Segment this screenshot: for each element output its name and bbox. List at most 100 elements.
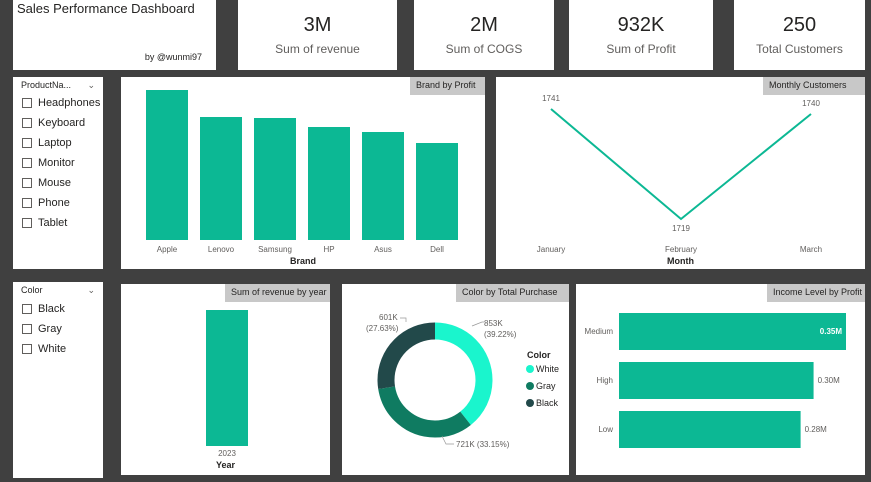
monthly-customers-chart[interactable]: Monthly Customers 1741 January 1719 Februar… bbox=[496, 77, 865, 269]
kpi-value: 2M bbox=[470, 14, 498, 36]
color-by-purchase-chart[interactable]: Color by Total Purchase 853K (39.22%) 721K… bbox=[342, 284, 569, 475]
checkbox[interactable] bbox=[22, 118, 32, 128]
monthly-line-chart: 1741 January 1719 February 1740 March bbox=[537, 94, 822, 254]
kpi-card-cogs[interactable]: 2M Sum of COGS bbox=[414, 0, 554, 70]
kpi-value: 3M bbox=[303, 14, 332, 36]
x-tick-label: Samsung bbox=[258, 245, 292, 254]
checkbox[interactable] bbox=[22, 138, 32, 148]
checkbox[interactable] bbox=[22, 158, 32, 168]
slicer-item-label: Mouse bbox=[38, 177, 72, 189]
kpi-label: Sum of Profit bbox=[606, 42, 676, 56]
x-tick-label: Asus bbox=[374, 245, 392, 254]
bar bbox=[619, 411, 801, 448]
visual-title: Brand by Profit bbox=[410, 77, 485, 95]
slicer-header[interactable]: ProductNa... ⌄ bbox=[21, 80, 95, 94]
data-label: 1719 bbox=[672, 224, 690, 233]
x-tick-label: January bbox=[537, 245, 565, 254]
slicer-item-phone[interactable]: Phone bbox=[22, 196, 70, 210]
chevron-down-icon[interactable]: ⌄ bbox=[87, 285, 95, 295]
slicer-title: ProductNa... bbox=[21, 80, 72, 90]
income-bar-chart: Medium 0.35M High 0.30M Low 0.28M bbox=[585, 313, 846, 448]
brand-by-profit-chart[interactable]: Brand by Profit Apple Lenovo Samsung HP Asus… bbox=[121, 77, 485, 269]
checkbox[interactable] bbox=[22, 178, 32, 188]
bar bbox=[254, 118, 296, 240]
kpi-card-profit[interactable]: 932K Sum of Profit bbox=[569, 0, 713, 70]
slicer-title: Color bbox=[21, 285, 43, 295]
slicer-item-black[interactable]: Black bbox=[22, 302, 65, 316]
bar bbox=[206, 310, 248, 446]
slicer-item-tablet[interactable]: Tablet bbox=[22, 216, 67, 230]
data-label: 0.28M bbox=[805, 425, 828, 434]
slice-label: (39.22%) bbox=[484, 330, 517, 339]
slicer-item-gray[interactable]: Gray bbox=[22, 322, 62, 336]
kpi-value: 250 bbox=[782, 14, 817, 36]
x-tick-label: February bbox=[665, 245, 697, 254]
slicer-item-headphones[interactable]: Headphones bbox=[22, 96, 100, 110]
checkbox[interactable] bbox=[22, 98, 32, 108]
slicer-item-label: Tablet bbox=[38, 217, 68, 229]
year-bar-chart: 2023 bbox=[206, 310, 248, 458]
leader-line bbox=[471, 321, 484, 327]
checkbox[interactable] bbox=[22, 324, 32, 334]
visual-title: Monthly Customers bbox=[763, 77, 865, 95]
slice-label: 721K (33.15%) bbox=[456, 440, 510, 449]
legend-marker bbox=[526, 382, 534, 390]
dashboard-title: Sales Performance Dashboard bbox=[17, 1, 195, 16]
slicer-item-white[interactable]: White bbox=[22, 342, 66, 356]
dashboard-byline: by @wunmi97 bbox=[144, 52, 202, 62]
kpi-label: Total Customers bbox=[756, 42, 843, 56]
donut-slice bbox=[377, 322, 493, 438]
slicer-item-label: Black bbox=[38, 303, 65, 315]
legend-item: Black bbox=[536, 398, 559, 408]
bar bbox=[416, 143, 458, 240]
kpi-card-customers[interactable]: 250 Total Customers bbox=[734, 0, 865, 70]
color-slicer: Color ⌄ Black Gray White bbox=[13, 282, 103, 478]
chevron-down-icon[interactable]: ⌄ bbox=[87, 80, 95, 90]
checkbox[interactable] bbox=[22, 304, 32, 314]
x-axis-title: Month bbox=[667, 256, 694, 266]
kpi-label: Sum of COGS bbox=[445, 42, 523, 56]
slicer-item-monitor[interactable]: Monitor bbox=[22, 156, 75, 170]
revenue-by-year-chart[interactable]: Sum of revenue by year 2023 Year bbox=[121, 284, 330, 475]
income-level-chart[interactable]: Income Level by Profit Medium 0.35M High 0.… bbox=[576, 284, 865, 475]
x-tick-label: Apple bbox=[157, 245, 178, 254]
slicer-item-label: Keyboard bbox=[38, 117, 86, 129]
donut-slice bbox=[377, 322, 493, 438]
leader-line bbox=[400, 317, 407, 322]
data-label: 0.30M bbox=[818, 376, 841, 385]
leader-line bbox=[441, 435, 454, 445]
legend-marker bbox=[526, 399, 534, 407]
kpi-card-revenue[interactable]: 3M Sum of revenue bbox=[238, 0, 397, 70]
visual-title: Income Level by Profit bbox=[767, 284, 865, 302]
legend-title: Color bbox=[527, 350, 551, 360]
checkbox[interactable] bbox=[22, 344, 32, 354]
slicer-header[interactable]: Color ⌄ bbox=[21, 285, 95, 299]
slicer-item-laptop[interactable]: Laptop bbox=[22, 136, 72, 150]
donut-chart: 853K (39.22%) 721K (33.15%) 601K (27.63%) Col… bbox=[366, 313, 559, 449]
x-tick-label: 2023 bbox=[218, 449, 236, 458]
visual-title: Color by Total Purchase bbox=[456, 284, 569, 302]
kpi-value: 932K bbox=[617, 14, 665, 36]
brand-bar-chart: Apple Lenovo Samsung HP Asus Dell bbox=[146, 90, 458, 254]
slice-label: 853K bbox=[484, 319, 503, 328]
data-label: 1741 bbox=[542, 94, 560, 103]
legend-item: White bbox=[536, 364, 559, 374]
slicer-item-keyboard[interactable]: Keyboard bbox=[22, 116, 85, 130]
slicer-item-mouse[interactable]: Mouse bbox=[22, 176, 71, 190]
visual-title: Sum of revenue by year bbox=[225, 284, 330, 302]
y-tick-label: Medium bbox=[585, 327, 614, 336]
bar bbox=[308, 127, 350, 240]
bar bbox=[619, 313, 846, 350]
x-axis-title: Brand bbox=[289, 256, 316, 266]
x-tick-label: Dell bbox=[430, 245, 444, 254]
y-tick-label: High bbox=[597, 376, 613, 385]
product-name-slicer: ProductNa... ⌄ Headphones Keyboard Lapto… bbox=[13, 77, 103, 269]
slicer-item-label: Laptop bbox=[38, 137, 72, 149]
slicer-item-label: White bbox=[38, 343, 67, 355]
series-line bbox=[550, 108, 812, 221]
slice-label: 601K bbox=[379, 313, 398, 322]
kpi-label: Sum of revenue bbox=[275, 42, 360, 56]
data-label: 1740 bbox=[802, 99, 820, 108]
checkbox[interactable] bbox=[22, 198, 32, 208]
checkbox[interactable] bbox=[22, 218, 32, 228]
